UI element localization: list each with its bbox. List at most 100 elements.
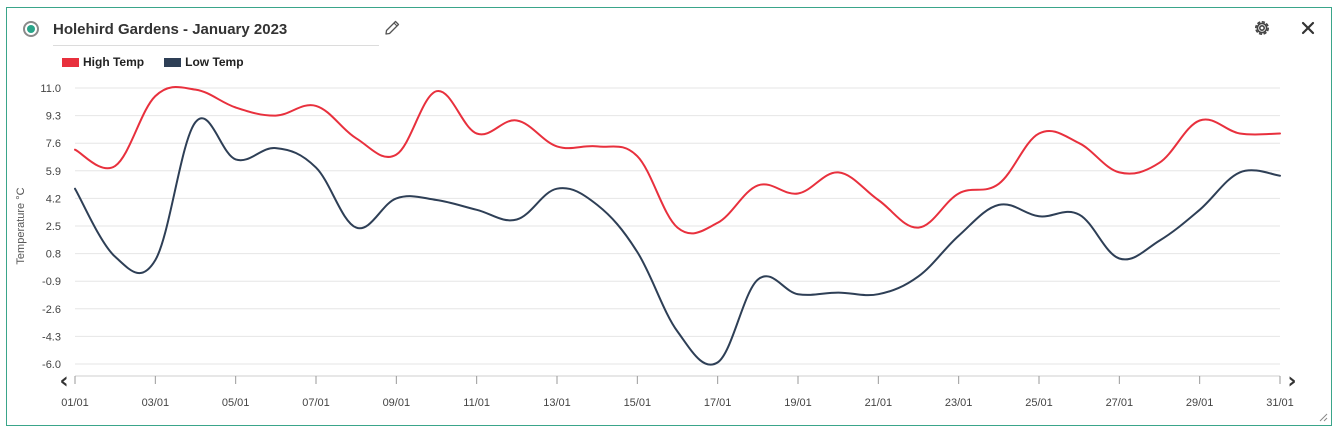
data-point-high [354,136,358,140]
data-point-low [394,196,398,200]
data-point-high [997,182,1001,186]
data-point-high [796,192,800,196]
data-point-high [595,144,599,148]
data-point-high [676,226,680,230]
legend-label-low: Low Temp [185,55,244,69]
x-tick-label: 09/01 [383,397,411,409]
data-point-low [1077,213,1081,217]
y-tick-label: 4.2 [46,193,61,205]
data-point-high [515,119,519,123]
y-tick-label: 7.6 [46,138,61,150]
data-point-low [917,274,921,278]
radio-selected-icon[interactable] [23,21,39,37]
y-axis-title: Temperature °C [15,187,27,264]
x-tick-label: 01/01 [61,397,89,409]
data-point-low [997,203,1001,207]
x-tick-label: 31/01 [1266,397,1294,409]
y-tick-label: -4.3 [42,331,61,343]
data-point-high [756,183,760,187]
data-point-high [113,164,117,168]
data-point-low [1238,170,1242,174]
y-tick-label: 0.8 [46,249,61,261]
data-point-low [475,208,479,212]
data-point-high [314,104,318,108]
data-point-low [635,250,639,254]
data-point-low [194,120,198,124]
data-point-high [194,88,198,92]
pencil-icon[interactable] [384,20,400,36]
data-point-low [836,291,840,295]
y-tick-label: -0.9 [42,276,61,288]
data-point-low [73,187,77,191]
resize-icon[interactable] [1319,413,1328,422]
x-tick-label: 15/01 [624,397,652,409]
data-point-low [716,360,720,364]
data-point-high [475,132,479,136]
legend-item-low[interactable]: Low Temp [164,55,244,69]
data-point-low [234,157,238,161]
data-point-low [876,292,880,296]
data-point-low [515,218,519,222]
data-point-low [796,292,800,296]
radio-dot [27,25,35,33]
gear-icon[interactable] [1252,18,1272,38]
x-tick-label: 17/01 [704,397,732,409]
legend-item-high[interactable]: High Temp [62,55,144,69]
data-point-low [1117,257,1121,261]
data-point-low [314,166,318,170]
data-point-low [1037,214,1041,218]
legend-label-high: High Temp [83,55,145,69]
legend-swatch-high [62,57,79,67]
series-line-low-temp [74,117,1281,366]
data-point-low [957,234,961,238]
y-tick-label: 11.0 [40,83,61,95]
data-point-low [676,330,680,334]
y-tick-label: 9.3 [46,111,61,123]
x-tick-label: 03/01 [142,397,170,409]
legend-swatch-low [164,57,182,67]
x-tick-label: 07/01 [302,397,330,409]
data-point-high [1077,141,1081,145]
data-point-high [957,192,961,196]
legend: High Temp Low Temp [62,55,244,69]
data-point-high [716,221,720,225]
data-point-low [1198,208,1202,212]
x-tick-label: 29/01 [1186,397,1214,409]
data-point-low [435,198,439,202]
series-line-high-temp [74,85,1281,235]
data-point-high [1158,161,1162,165]
close-icon[interactable] [1299,19,1317,37]
data-point-high [435,89,439,93]
data-point-high [555,144,559,148]
data-point-high [1198,119,1202,123]
data-point-low [113,255,117,259]
data-point-high [394,153,398,157]
title-field[interactable]: Holehird Gardens - January 2023 [53,19,379,46]
next-arrow-icon[interactable]: › [1287,369,1296,394]
data-point-high [234,106,238,110]
x-tick-label: 27/01 [1106,397,1134,409]
data-point-high [635,154,639,158]
data-point-high [274,114,278,118]
data-point-high [1278,132,1282,136]
data-point-high [1238,132,1242,136]
y-tick-label: 5.9 [46,166,61,178]
data-point-low [1278,174,1282,178]
data-point-low [595,203,599,207]
data-point-high [836,170,840,174]
data-point-low [555,187,559,191]
y-tick-label: -6.0 [42,359,61,371]
prev-arrow-icon[interactable]: ‹ [59,369,68,394]
x-tick-label: 11/01 [463,397,490,409]
x-tick-label: 21/01 [865,397,893,409]
x-tick-label: 13/01 [543,397,571,409]
data-point-high [1037,132,1041,136]
data-point-low [756,278,760,282]
x-tick-label: 05/01 [222,397,250,409]
widget-title: Holehird Gardens - January 2023 [53,21,288,38]
x-tick-label: 25/01 [1025,397,1053,409]
data-point-low [1158,239,1162,243]
data-point-high [153,94,157,98]
y-tick-label: -2.6 [42,304,61,316]
